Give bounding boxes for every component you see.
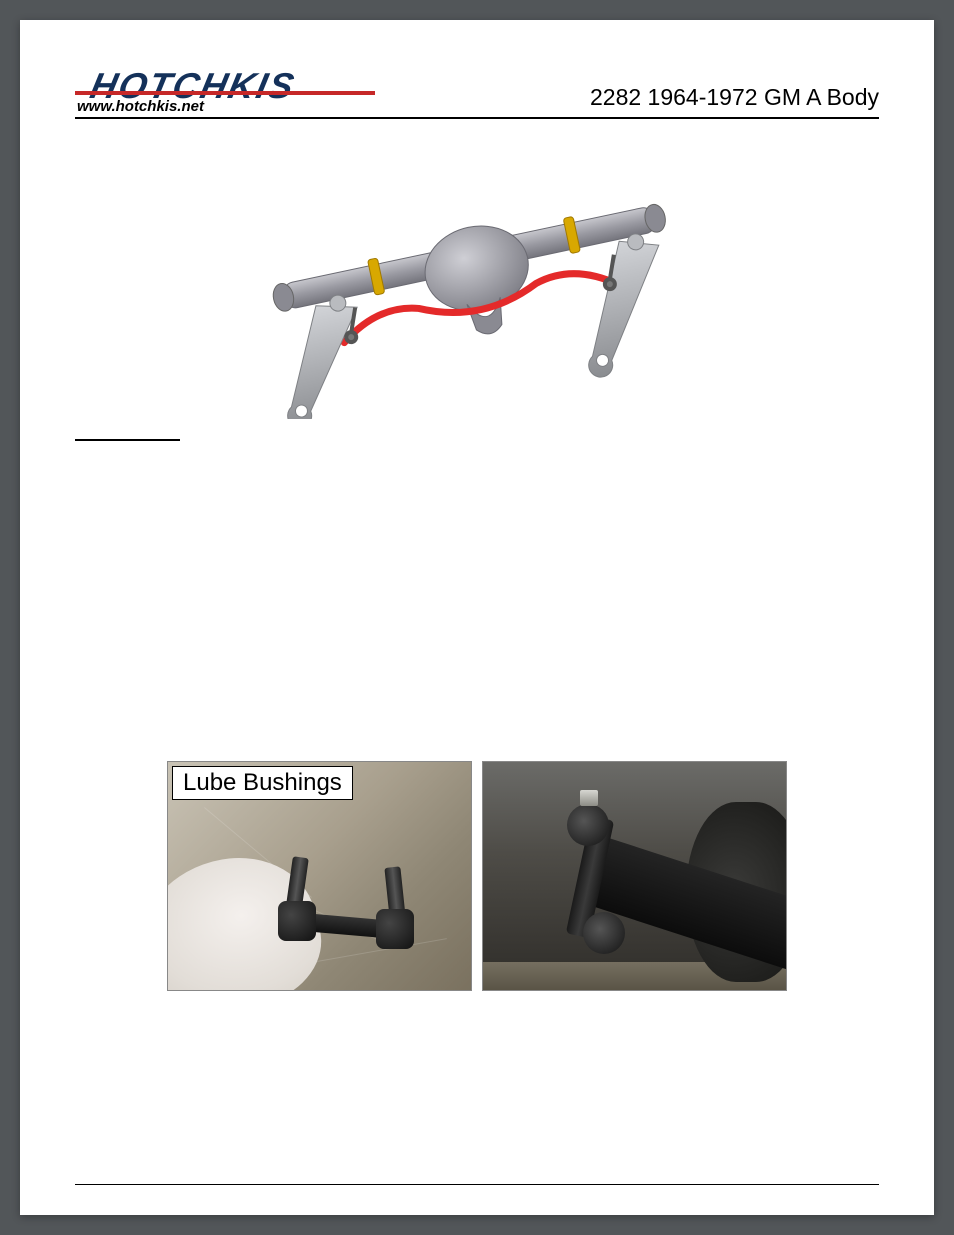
brand-url: www.hotchkis.net (77, 98, 204, 115)
photo-lube-bushings: Lube Bushings (167, 761, 472, 991)
section-underline (75, 439, 180, 441)
photo-label: Lube Bushings (172, 766, 353, 800)
header: HOTCHKIS www.hotchkis.net 2282 1964-1972… (75, 65, 879, 113)
header-rule (75, 117, 879, 119)
logo: HOTCHKIS www.hotchkis.net (75, 65, 375, 113)
figure-photos-row: Lube Bushings (75, 761, 879, 991)
axle-diagram-svg (227, 174, 727, 419)
photo-installed-endlink (482, 761, 787, 991)
endlink-part (278, 857, 418, 947)
figure-axle-diagram (75, 174, 879, 419)
document-title: 2282 1964-1972 GM A Body (590, 84, 879, 113)
page: HOTCHKIS www.hotchkis.net 2282 1964-1972… (20, 20, 934, 1215)
footer-rule (75, 1184, 879, 1185)
logo-red-line (75, 91, 375, 95)
